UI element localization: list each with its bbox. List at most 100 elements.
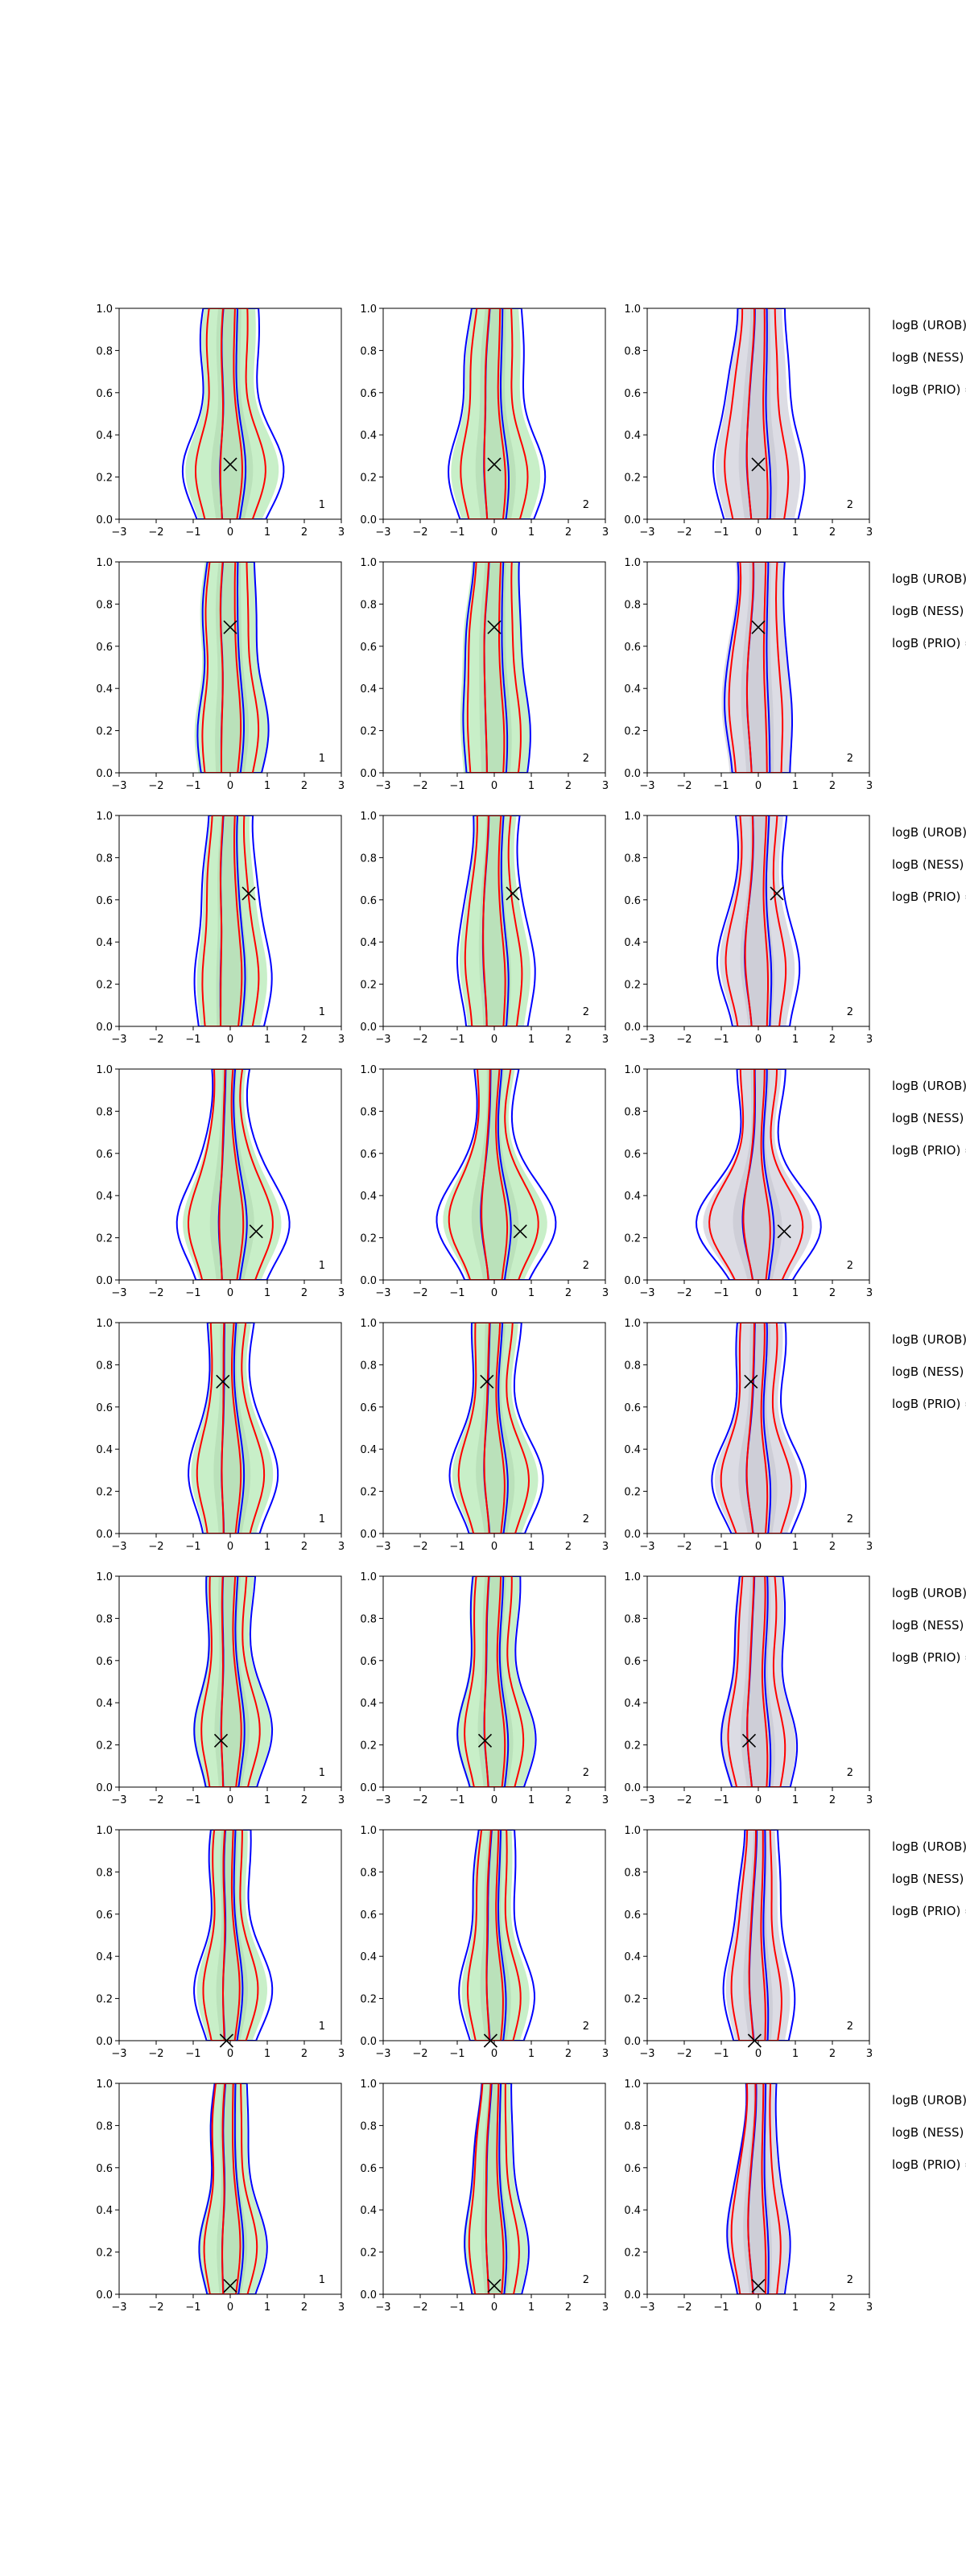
x-tick-label: 0 <box>491 1287 497 1299</box>
x-tick-label: 0 <box>491 2301 497 2314</box>
y-tick-label: 0.8 <box>96 345 113 357</box>
contour-red-outer <box>730 1830 782 2041</box>
x-tick-label: −1 <box>713 1034 729 1046</box>
panel-r4-c3: −3 −2 −1 0 1 2 3 0.0 0.2 0.4 0.6 0.8 1.0 2 <box>624 1064 873 1299</box>
x-tick-label: 3 <box>866 2048 873 2060</box>
x-tick-label: 2 <box>565 780 572 792</box>
x-tick-label: −2 <box>676 1287 691 1299</box>
y-tick-label: 0.6 <box>96 1909 113 1922</box>
x-tick-label: 1 <box>528 1541 535 1553</box>
x-tick-label: 1 <box>528 1034 535 1046</box>
x-tick-label: −1 <box>185 2048 200 2060</box>
logb-label: logB (UROB) = <box>892 1332 966 1347</box>
x-tick-label: −3 <box>639 1541 654 1553</box>
x-tick-label: 2 <box>301 1541 308 1553</box>
contour-red-outer <box>187 1069 274 1280</box>
x-tick-label: 2 <box>301 1034 308 1046</box>
x-tick-label: −1 <box>713 1287 729 1299</box>
x-tick-label: −2 <box>412 2301 427 2314</box>
y-tick-label: 0.8 <box>360 345 377 357</box>
contour-red-inner <box>483 562 506 773</box>
y-tick-label: 0.6 <box>360 1149 377 1161</box>
panel-r1-c3: −3 −2 −1 0 1 2 3 0.0 0.2 0.4 0.6 0.8 1.0 2 <box>624 303 873 539</box>
logb-label: logB (NESS) = <box>892 1872 966 1886</box>
contour-red-inner <box>748 1830 766 2041</box>
y-tick-label: 0.4 <box>624 1698 641 1710</box>
logb-label: logB (UROB) = <box>892 1839 966 1854</box>
true-value-marker <box>751 457 766 472</box>
x-tick-label: 0 <box>755 526 762 539</box>
logb-label: logB (NESS) = <box>892 1111 966 1125</box>
panel-tag: 2 <box>583 1513 589 1525</box>
contour-red-inner <box>485 2083 505 2294</box>
logb-label: logB (PRIO) = <box>892 382 966 397</box>
y-tick-label: 0.8 <box>360 1613 377 1625</box>
y-tick-label: 0.0 <box>360 1529 377 1541</box>
x-tick-label: 3 <box>866 2301 873 2314</box>
y-tick-label: 1.0 <box>624 811 641 823</box>
x-tick-label: 1 <box>528 1794 535 1806</box>
logb-label: logB (PRIO) = <box>892 636 966 650</box>
y-tick-label: 0.6 <box>624 1656 641 1668</box>
contour-blue-outer <box>712 308 806 519</box>
logb-label: logB (UROB) = <box>892 825 966 840</box>
panel-r8-c3: −3 −2 −1 0 1 2 3 0.0 0.2 0.4 0.6 0.8 1.0 2 <box>624 2079 873 2314</box>
x-tick-label: −1 <box>713 780 729 792</box>
y-tick-label: 0.2 <box>96 473 113 485</box>
y-tick-label: 0.8 <box>360 1106 377 1118</box>
contour-red-outer <box>730 2083 782 2294</box>
y-tick-label: 0.0 <box>624 1782 641 1794</box>
true-value-marker <box>480 1374 494 1389</box>
x-tick-label: 2 <box>829 2301 836 2314</box>
contour-red-outer <box>720 1323 793 1534</box>
true-value-marker <box>242 886 256 901</box>
x-tick-label: −2 <box>676 780 691 792</box>
contour-red-outer <box>194 308 266 519</box>
y-tick-label: 1.0 <box>360 1064 377 1076</box>
density-core <box>738 308 778 519</box>
x-tick-label: −2 <box>676 526 691 539</box>
contour-blue-outer <box>456 1576 537 1787</box>
y-tick-label: 0.2 <box>360 2248 377 2260</box>
contour-red-inner <box>746 562 768 773</box>
x-tick-label: 3 <box>338 2301 345 2314</box>
panel-tag: 2 <box>583 1767 589 1779</box>
y-tick-label: 0.0 <box>96 1782 113 1794</box>
panel-r4-c1: −3 −2 −1 0 1 2 3 0.0 0.2 0.4 0.6 0.8 1.0 1 <box>96 1064 345 1299</box>
y-tick-label: 1.0 <box>96 557 113 569</box>
y-tick-label: 0.0 <box>360 2036 377 2048</box>
x-tick-label: 0 <box>755 1541 762 1553</box>
x-tick-label: 3 <box>602 2048 609 2060</box>
y-tick-label: 0.2 <box>96 726 113 738</box>
contour-red-inner <box>220 1576 242 1787</box>
panel-tag: 1 <box>319 1767 325 1779</box>
contour-blue-outer <box>193 815 273 1026</box>
x-tick-label: 1 <box>264 1541 270 1553</box>
x-tick-label: 2 <box>301 780 308 792</box>
y-tick-label: 0.4 <box>624 430 641 442</box>
contour-blue-outer <box>724 562 793 773</box>
panel-r8-c2: −3 −2 −1 0 1 2 3 0.0 0.2 0.4 0.6 0.8 1.0 2 <box>360 2079 609 2314</box>
x-tick-label: −1 <box>449 1287 464 1299</box>
x-tick-label: 1 <box>264 2301 270 2314</box>
logb-label: logB (PRIO) = <box>892 1397 966 1411</box>
panel-tag: 1 <box>319 1513 325 1525</box>
y-tick-label: 0.4 <box>96 1698 113 1710</box>
panel-r3-c2: −3 −2 −1 0 1 2 3 0.0 0.2 0.4 0.6 0.8 1.0 2 <box>360 811 609 1046</box>
panel-r1-c1: −3 −2 −1 0 1 2 3 0.0 0.2 0.4 0.6 0.8 1.0 1 <box>96 303 345 539</box>
y-tick-label: 0.8 <box>96 599 113 611</box>
panel-r2-c1: −3 −2 −1 0 1 2 3 0.0 0.2 0.4 0.6 0.8 1.0 1 <box>96 557 345 792</box>
x-tick-label: −3 <box>111 1287 126 1299</box>
x-tick-label: 2 <box>301 2048 308 2060</box>
y-tick-label: 0.2 <box>624 1740 641 1752</box>
y-tick-label: 0.6 <box>360 642 377 654</box>
contour-blue-outer <box>695 1069 822 1280</box>
x-tick-label: −3 <box>639 1287 654 1299</box>
y-tick-label: 1.0 <box>96 1064 113 1076</box>
contour-red-inner <box>219 815 243 1026</box>
contour-red-outer <box>724 308 790 519</box>
y-tick-label: 0.6 <box>624 1909 641 1922</box>
true-value-marker <box>216 1374 230 1389</box>
x-tick-label: −2 <box>148 780 163 792</box>
y-tick-label: 0.6 <box>360 1656 377 1668</box>
